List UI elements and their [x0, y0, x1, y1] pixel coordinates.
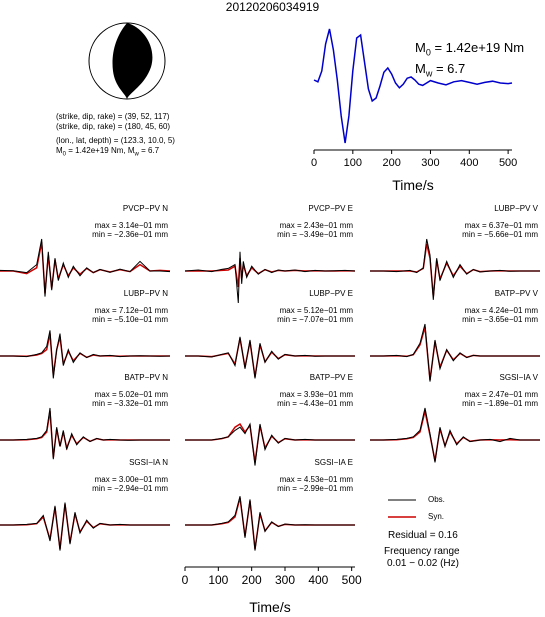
stf-x-tick-label: 400	[460, 157, 478, 169]
max-amplitude-label: max = 5.02e−01 mm	[95, 390, 169, 399]
max-amplitude-label: max = 2.47e−01 mm	[465, 390, 539, 399]
waveform-x-axis-label: Time/s	[249, 599, 290, 615]
station-label: LUBP−PV N	[124, 289, 168, 298]
stf-x-tick-label: 0	[311, 157, 317, 169]
station-label: BATP−PV V	[495, 289, 539, 298]
max-amplitude-label: max = 6.37e−01 mm	[465, 221, 539, 230]
waveform-x-tick-label: 200	[242, 573, 262, 587]
frequency-title: Frequency range	[384, 546, 460, 557]
synthetic-waveform	[0, 333, 170, 376]
max-amplitude-label: max = 7.12e−01 mm	[95, 306, 169, 315]
min-amplitude-label: min = −3.32e−01 mm	[92, 399, 168, 408]
stf-series-line	[313, 28, 513, 144]
max-amplitude-label: max = 3.93e−01 mm	[280, 390, 354, 399]
observed-waveform	[185, 422, 355, 466]
observed-waveform	[0, 238, 171, 297]
station-label: SGSI−IA V	[500, 373, 539, 382]
compressional-quadrant	[112, 23, 153, 99]
stf-m0: M0 = 1.42e+19 Nm	[415, 40, 525, 58]
page-title: 20120206034919	[225, 0, 320, 14]
nodal-plane-1: (strike, dip, rake) = (39, 52, 117)	[56, 112, 170, 121]
min-amplitude-label: min = −5.66e−01 mm	[462, 230, 538, 239]
max-amplitude-label: max = 4.24e−01 mm	[465, 306, 539, 315]
max-amplitude-label: max = 3.14e−01 mm	[95, 221, 169, 230]
min-amplitude-label: min = −4.43e−01 mm	[277, 399, 353, 408]
synthetic-waveform	[185, 422, 355, 463]
waveform-x-tick-label: 300	[275, 573, 295, 587]
moment-magnitude: M0 = 1.42e+19 Nm, Mw = 6.7	[56, 146, 160, 158]
residual-label: Residual = 0.16	[388, 530, 458, 541]
waveform-x-tick-label: 400	[308, 573, 328, 587]
waveform-x-tick-label: 500	[342, 573, 362, 587]
min-amplitude-label: min = −3.65e−01 mm	[462, 315, 538, 324]
stf-labels: M0 = 1.42e+19 Nm Mw = 6.7	[415, 40, 524, 81]
source-info: (strike, dip, rake) = (39, 52, 117) (str…	[56, 112, 175, 160]
observed-waveform	[185, 496, 355, 551]
observed-waveform	[0, 502, 170, 551]
stf-x-tick-label: 500	[499, 157, 517, 169]
station-label: SGSI−IA E	[315, 458, 353, 467]
station-label: SGSI−IA N	[129, 458, 168, 467]
observed-waveform	[0, 407, 170, 460]
max-amplitude-label: max = 3.00e−01 mm	[95, 475, 169, 484]
synthetic-waveform	[0, 242, 171, 294]
min-amplitude-label: min = −5.10e−01 mm	[92, 315, 168, 324]
station-label: PVCP−PV E	[308, 204, 353, 213]
waveform-x-tick-label: 100	[208, 573, 228, 587]
observed-waveform	[370, 407, 540, 463]
stf-x-tick-label: 200	[382, 157, 400, 169]
legend-lines	[388, 499, 416, 518]
synthetic-waveform	[0, 504, 170, 550]
observed-waveform	[185, 336, 355, 379]
stf-x-tick-label: 100	[344, 157, 362, 169]
min-amplitude-label: min = −2.36e−01 mm	[92, 230, 168, 239]
frequency-range: 0.01 − 0.02 (Hz)	[387, 558, 459, 569]
station-label: LUBP−PV V	[494, 204, 538, 213]
waveform-x-tick-label: 0	[182, 573, 189, 587]
station-label: BATP−PV E	[310, 373, 353, 382]
synthetic-waveform	[185, 338, 355, 377]
max-amplitude-label: max = 2.43e−01 mm	[280, 221, 354, 230]
synthetic-waveform	[185, 258, 356, 288]
legend-synthetic-label: Syn.	[428, 512, 445, 521]
max-amplitude-label: max = 4.53e−01 mm	[280, 475, 354, 484]
min-amplitude-label: min = −7.07e−01 mm	[277, 315, 353, 324]
stf-x-axis-label: Time/s	[392, 177, 433, 193]
max-amplitude-label: max = 5.12e−01 mm	[280, 306, 354, 315]
station-label: LUBP−PV E	[309, 289, 353, 298]
observed-waveform	[370, 323, 540, 382]
observed-waveform	[0, 330, 171, 379]
min-amplitude-label: min = −2.99e−01 mm	[277, 484, 353, 493]
min-amplitude-label: min = −1.89e−01 mm	[462, 399, 538, 408]
legend-observed-label: Obs.	[428, 495, 445, 504]
location-depth: (lon., lat, depth) = (123.3, 10.0, 5)	[56, 136, 175, 145]
observed-waveform	[184, 251, 356, 304]
stf-x-tick-label: 300	[421, 157, 439, 169]
observed-waveform	[370, 238, 540, 300]
nodal-plane-2: (strike, dip, rake) = (180, 45, 60)	[56, 122, 171, 131]
min-amplitude-label: min = −3.49e−01 mm	[277, 230, 353, 239]
synthetic-waveform	[0, 411, 170, 458]
stf-mw: Mw = 6.7	[415, 60, 466, 79]
synthetic-waveform	[370, 411, 540, 461]
min-amplitude-label: min = −2.94e−01 mm	[92, 484, 168, 493]
station-label: BATP−PV N	[124, 373, 168, 382]
stf-chart: 0 100 200 300 400 500 Time/s	[311, 28, 517, 193]
station-label: PVCP−PV N	[123, 204, 168, 213]
beachball	[88, 22, 166, 100]
